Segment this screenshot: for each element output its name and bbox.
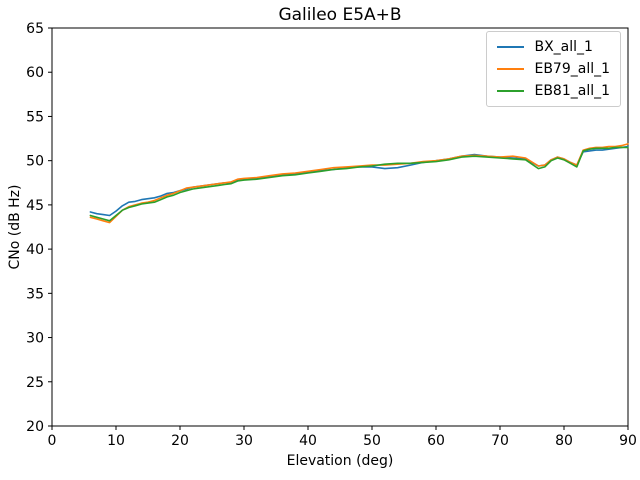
legend: BX_all_1 EB79_all_1 EB81_all_1 [486,31,621,107]
series-line-EB79_all_1 [89,143,629,224]
x-tick-label: 60 [427,433,445,449]
legend-line-swatch [497,68,525,70]
y-tick-label: 60 [26,65,44,81]
legend-entry: EB81_all_1 [497,83,610,99]
y-tick-label: 50 [26,154,44,170]
x-tick-label: 80 [555,433,573,449]
x-tick-label: 0 [48,433,57,449]
x-tick-label: 10 [107,433,125,449]
legend-label: EB81_all_1 [534,83,610,99]
legend-label: BX_all_1 [534,39,593,55]
x-tick-label: 90 [619,433,637,449]
x-tick-label: 50 [363,433,381,449]
x-tick-label: 20 [171,433,189,449]
y-tick-label: 35 [26,286,44,302]
y-tick-label: 45 [26,198,44,214]
x-axis-label: Elevation (deg) [286,453,394,469]
y-tick-label: 20 [26,419,44,435]
legend-line-swatch [497,46,525,48]
plot-area [51,27,629,427]
y-tick-label: 25 [26,375,44,391]
x-tick-label: 30 [235,433,253,449]
legend-label: EB79_all_1 [534,61,610,77]
y-tick-label: 55 [26,109,44,125]
legend-entry: BX_all_1 [497,39,610,55]
y-axis-label: CNo (dB Hz) [7,184,23,270]
x-tick-label: 70 [491,433,509,449]
y-tick-label: 65 [26,21,44,37]
legend-entry: EB79_all_1 [497,61,610,77]
x-tick-label: 40 [299,433,317,449]
series-line-BX_all_1 [89,145,629,217]
y-tick-label: 30 [26,331,44,347]
series-line-EB81_all_1 [89,146,629,222]
y-tick-label: 40 [26,242,44,258]
legend-line-swatch [497,90,525,92]
chart-title: Galileo E5A+B [278,5,402,25]
